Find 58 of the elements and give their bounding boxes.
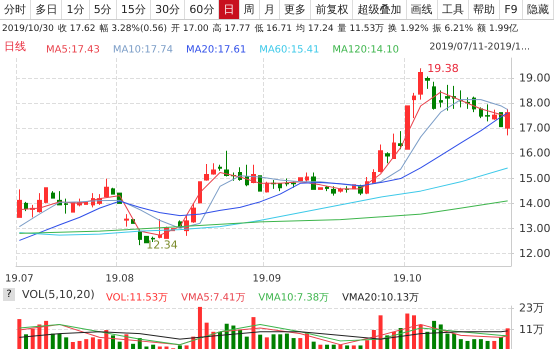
text: 开 17.00 xyxy=(171,23,209,36)
text: VMA20:10.13万 xyxy=(342,292,420,304)
text: 60分 xyxy=(185,0,220,19)
text: 量 11.53万 xyxy=(338,22,384,36)
legend-title: VOL(5,10,20) xyxy=(22,288,95,301)
text: MA10:17.74 xyxy=(112,44,174,56)
text: 日 xyxy=(219,0,240,19)
y-tick-label: 14.00 xyxy=(519,196,550,210)
text: 月 xyxy=(260,0,280,19)
text: VMA5:7.41万 xyxy=(181,292,246,304)
x-tick-label: 19.07 xyxy=(5,274,34,284)
text: 更多 xyxy=(280,0,312,19)
y-tick-label: 23万 xyxy=(519,301,544,314)
text: 隐藏 xyxy=(522,0,554,19)
text: ? xyxy=(3,288,15,301)
text: 超级叠加 xyxy=(353,0,407,19)
annotation: 12.34 xyxy=(146,238,178,252)
text: 1分 xyxy=(62,0,90,19)
text: 30分 xyxy=(151,0,186,19)
text: 前复权 xyxy=(311,0,354,19)
text: MA60:15.41 xyxy=(259,44,320,56)
text: 低 16.71 xyxy=(254,23,292,36)
text: 15分 xyxy=(116,0,152,19)
x-tick-label: 19.09 xyxy=(252,274,282,284)
y-tick-label: 12.00 xyxy=(519,246,550,260)
y-tick-label: 17.00 xyxy=(519,122,550,135)
chart-subtitle: 2019/07/11-2019/1... xyxy=(429,42,530,52)
text: 高 17.77 xyxy=(212,22,250,36)
annotation: 19.38 xyxy=(427,62,459,76)
text: MA20:17.61 xyxy=(186,44,246,56)
text: 多日 xyxy=(31,0,62,19)
legend-title: 日线 xyxy=(4,40,26,53)
text: 分时 xyxy=(0,0,32,19)
text: 振 6.21% xyxy=(432,22,474,36)
text: F9 xyxy=(500,0,523,19)
text: 帮助 xyxy=(469,0,500,19)
text: 2019/10/30 xyxy=(2,23,54,36)
y-tick-label: 13.00 xyxy=(519,222,550,235)
text: MA5:17.43 xyxy=(46,44,100,56)
x-tick-label: 19.10 xyxy=(392,274,422,284)
text: 换 1.92% xyxy=(388,22,429,36)
text: MA120:14.10 xyxy=(332,44,399,56)
y-tick-label: 18.00 xyxy=(519,96,550,110)
text: 收 17.62 xyxy=(58,23,96,36)
x-tick-label: 19.08 xyxy=(105,274,134,284)
text: 画线 xyxy=(406,0,438,19)
text: 5分 xyxy=(90,0,117,19)
text: 均 17.24 xyxy=(296,22,334,36)
text: 额 1.99亿 xyxy=(477,22,518,36)
text: 周 xyxy=(240,0,260,19)
text: VMA10:7.38万 xyxy=(258,292,330,304)
y-tick-label: 15.00 xyxy=(519,172,550,185)
y-tick-label: 19.00 xyxy=(519,72,550,85)
text: VOL:11.53万 xyxy=(106,292,168,304)
y-tick-label: 16.00 xyxy=(519,146,550,160)
y-tick-label: 11万 xyxy=(519,322,544,336)
text: 幅 3.28%(0.56) xyxy=(100,22,168,36)
text: 工具 xyxy=(438,0,470,19)
